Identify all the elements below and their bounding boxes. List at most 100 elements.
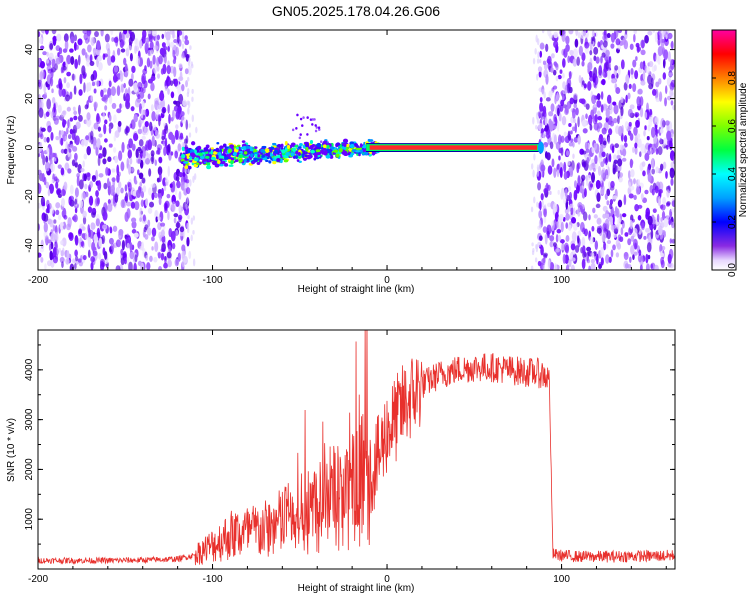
noise-cell — [150, 156, 154, 162]
noise-cell — [62, 61, 66, 68]
noise-cell — [187, 107, 190, 115]
noise-cell — [107, 198, 111, 205]
noise-cell — [162, 63, 167, 75]
noise-cell — [645, 227, 651, 233]
noise-cell — [188, 123, 191, 128]
signal-cell — [202, 158, 207, 162]
noise-cell — [66, 250, 70, 260]
noise-cell — [74, 135, 80, 146]
noise-cell — [95, 190, 99, 197]
noise-cell — [664, 97, 667, 107]
noise-cell — [654, 31, 658, 43]
noise-cell — [39, 133, 44, 140]
noise-cell — [607, 136, 611, 144]
noise-cell — [647, 215, 653, 226]
noise-cell — [657, 225, 663, 235]
noise-cell — [601, 78, 606, 86]
noise-cell — [40, 256, 44, 263]
noise-cell — [163, 53, 167, 64]
noise-cell — [149, 121, 153, 132]
noise-cell — [140, 199, 144, 208]
noise-cell — [534, 48, 537, 55]
signal-cell — [183, 146, 189, 150]
signal-cell — [257, 154, 261, 158]
noise-cell — [563, 242, 569, 253]
noise-cell — [108, 143, 113, 148]
noise-cell — [148, 168, 152, 177]
signal-cell — [199, 155, 205, 160]
noise-cell — [187, 60, 191, 67]
noise-cell — [552, 69, 557, 76]
noise-cell — [565, 213, 570, 221]
noise-cell — [577, 230, 582, 237]
noise-cell — [124, 195, 128, 202]
signal-cell — [296, 113, 299, 117]
noise-cell — [630, 67, 634, 75]
noise-cell — [174, 258, 180, 267]
noise-cell — [73, 115, 78, 121]
noise-cell — [163, 46, 168, 51]
noise-cell — [131, 167, 135, 172]
noise-cell — [82, 216, 87, 225]
noise-cell — [103, 250, 108, 260]
noise-cell — [578, 45, 583, 56]
y-tick-label: -40 — [24, 238, 35, 253]
noise-cell — [570, 243, 576, 251]
noise-cell — [593, 214, 598, 219]
noise-cell — [565, 35, 570, 45]
noise-cell — [532, 57, 536, 65]
noise-cell — [640, 222, 645, 231]
noise-cell — [167, 128, 171, 133]
noise-cell — [629, 104, 635, 110]
spectrogram-panel: -200 -100 0 100 40 20 0 -20 -40 Height of strai… — [6, 29, 676, 295]
noise-cell — [61, 88, 66, 98]
noise-cell — [142, 151, 146, 159]
noise-cell — [582, 180, 585, 190]
noise-cell — [55, 181, 59, 189]
noise-cell — [63, 33, 69, 43]
noise-cell — [177, 252, 181, 262]
noise-cell — [670, 178, 674, 186]
noise-cell — [633, 194, 637, 200]
noise-cell — [586, 246, 592, 252]
noise-cell — [130, 201, 136, 209]
noise-cell — [543, 207, 547, 218]
noise-cell — [612, 195, 618, 200]
noise-cell — [615, 38, 621, 46]
noise-cell — [544, 233, 548, 245]
noise-cell — [137, 169, 140, 176]
colorbar-ticks: 0.0 0.2 0.4 0.6 0.8 — [712, 71, 738, 277]
noise-cell — [660, 250, 663, 257]
noise-cell — [162, 108, 166, 114]
noise-cell — [181, 244, 186, 252]
noise-cell — [110, 30, 114, 36]
noise-cell — [167, 46, 170, 52]
noise-cell — [181, 43, 185, 50]
noise-cell — [532, 169, 535, 178]
noise-cell — [140, 108, 144, 119]
noise-cell — [670, 100, 674, 106]
noise-cell — [166, 193, 171, 199]
y-tick-label: 20 — [24, 93, 35, 105]
noise-cell — [575, 30, 579, 36]
colorbar-tick-label: 0.2 — [727, 215, 738, 229]
noise-cell — [605, 152, 610, 163]
noise-cell — [658, 78, 662, 85]
noise-cell — [551, 220, 555, 232]
noise-cell — [638, 249, 642, 256]
noise-cell — [634, 204, 639, 212]
noise-cell — [633, 178, 636, 185]
noise-cell — [647, 74, 653, 85]
noise-cell — [564, 208, 569, 215]
noise-cell — [187, 65, 192, 76]
noise-cell — [562, 72, 565, 79]
noise-cell — [151, 236, 155, 242]
noise-cell — [40, 45, 45, 50]
signal-cell — [309, 118, 313, 121]
noise-cell — [547, 184, 551, 191]
noise-cell — [636, 133, 641, 139]
signal-cell — [304, 154, 308, 158]
noise-cell — [69, 184, 74, 195]
signal-cell — [223, 156, 229, 160]
noise-cell — [570, 206, 574, 216]
